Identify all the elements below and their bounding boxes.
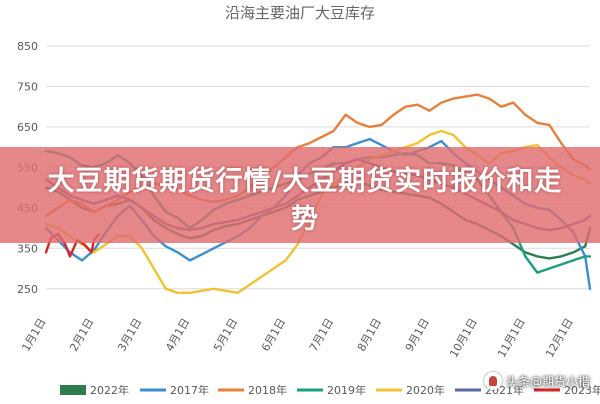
y-tick-label: 250 bbox=[17, 283, 38, 296]
legend-label: 2023年 bbox=[564, 383, 600, 397]
chart-title: 沿海主要油厂大豆库存 bbox=[225, 4, 375, 22]
headline-text: 大豆期货期货行情/大豆期货实时报价和走势 bbox=[47, 166, 563, 235]
x-tick-label: 6月1日 bbox=[259, 316, 288, 354]
watermark-text: 头条@期货小楷 bbox=[505, 374, 590, 389]
legend-label: 2022年 bbox=[90, 383, 129, 397]
y-tick-label: 850 bbox=[17, 40, 38, 53]
watermark-logo-icon bbox=[483, 372, 502, 390]
legend-swatch bbox=[60, 385, 86, 395]
x-tick-label: 8月1日 bbox=[355, 316, 384, 354]
x-tick-label: 11月1日 bbox=[495, 316, 528, 360]
watermark: 头条@期货小楷 bbox=[483, 370, 590, 392]
x-tick-label: 9月1日 bbox=[403, 316, 432, 354]
x-tick-label: 12月1日 bbox=[543, 316, 576, 360]
y-tick-label: 350 bbox=[17, 242, 38, 255]
legend: 2022年 2017年 2018年 2019年 2020年 2021年 2023年 bbox=[60, 383, 600, 397]
y-tick-label: 650 bbox=[17, 121, 38, 134]
headline-banner bbox=[0, 147, 600, 243]
y-tick-label: 750 bbox=[17, 80, 38, 93]
x-axis-ticks: 1月1日 2月1日 3月1日 4月1日 5月1日 6月1日 7月1日 8月1日 9月1日 10月1… bbox=[19, 316, 575, 360]
x-tick-label: 1月1日 bbox=[19, 316, 48, 354]
legend-label: 2019年 bbox=[327, 383, 366, 397]
legend-label: 2020年 bbox=[406, 383, 445, 397]
x-tick-label: 3月1日 bbox=[115, 316, 144, 354]
x-tick-label: 7月1日 bbox=[307, 316, 336, 354]
x-tick-label: 4月1日 bbox=[163, 316, 192, 354]
x-tick-label: 5月1日 bbox=[211, 316, 240, 354]
legend-label: 2017年 bbox=[170, 383, 209, 397]
x-tick-label: 10月1日 bbox=[447, 316, 480, 360]
legend-label: 2018年 bbox=[248, 383, 287, 397]
x-tick-label: 2月1日 bbox=[67, 316, 96, 354]
